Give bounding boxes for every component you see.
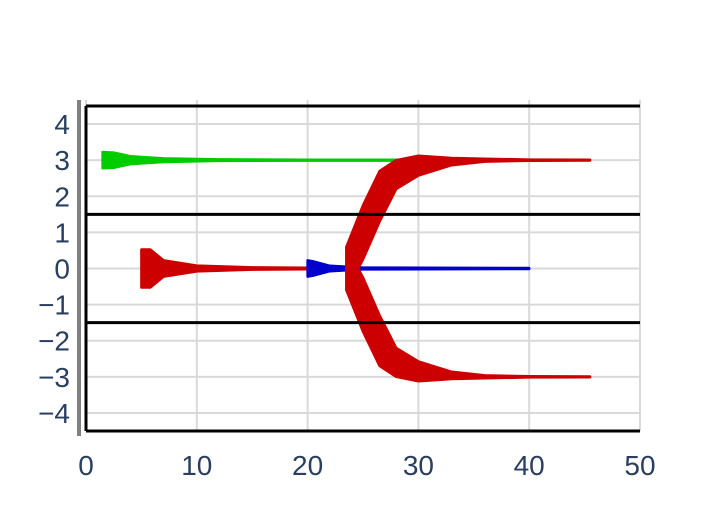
y-tick-label: −1	[38, 290, 70, 321]
series-layer	[101, 150, 592, 383]
y-tick-label: −3	[38, 362, 70, 393]
series-3-band	[345, 154, 592, 292]
x-tick-label: 10	[181, 450, 212, 481]
y-tick-label: −2	[38, 326, 70, 357]
x-tick-label: 0	[78, 450, 94, 481]
y-tick-label: 0	[54, 254, 70, 285]
plot-frame	[77, 100, 640, 436]
x-tick-label: 20	[292, 450, 323, 481]
reference-lines	[86, 212, 640, 325]
y-tick-label: 2	[54, 181, 70, 212]
x-tick-label: 50	[624, 450, 655, 481]
y-tick-label: 3	[54, 145, 70, 176]
x-tick-label: 40	[514, 450, 545, 481]
y-tick-label: 1	[54, 217, 70, 248]
y-tick-label: 4	[54, 109, 70, 140]
x-tick-label: 30	[403, 450, 434, 481]
y-tick-label: −4	[38, 398, 70, 429]
series-2-band	[306, 259, 531, 278]
series-4-band	[345, 245, 592, 383]
